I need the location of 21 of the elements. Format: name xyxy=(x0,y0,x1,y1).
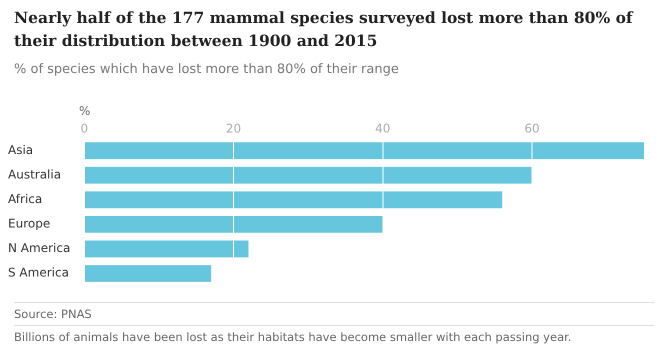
y-tick-label: Europe xyxy=(8,216,50,231)
bar xyxy=(84,240,248,258)
chart-subtitle: % of species which have lost more than 80% of their range xyxy=(14,62,399,77)
bar xyxy=(84,265,212,282)
chart-title: Nearly half of the 177 mammal species surveyed lost more than 80% of their distribution between 1900 and 2015 xyxy=(14,7,634,52)
source-note: Source: PNAS xyxy=(14,302,654,325)
y-tick-label: Africa xyxy=(8,192,42,206)
y-tick-label: Asia xyxy=(8,142,34,157)
x-axis-title: % xyxy=(79,104,90,118)
bar xyxy=(84,166,532,184)
x-tick-label: 0 xyxy=(80,121,88,136)
y-tick-label: N America xyxy=(8,241,70,256)
bar xyxy=(84,142,644,160)
bar xyxy=(84,216,383,233)
y-tick-label: S America xyxy=(8,266,69,280)
text: Billions of animals have been lost as their habitats have become smaller with each passing year. xyxy=(14,325,654,348)
y-tick-label: Australia xyxy=(8,167,62,182)
x-tick-label: 60 xyxy=(524,121,540,136)
x-tick-label: 40 xyxy=(375,121,390,136)
bar xyxy=(84,191,502,208)
x-tick-label: 20 xyxy=(226,121,242,136)
